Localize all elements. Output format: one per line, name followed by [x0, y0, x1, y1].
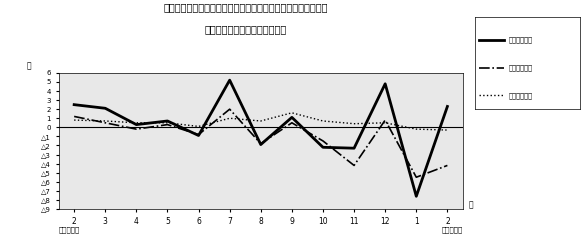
- Text: 第４図　　賞金、労働時間、常用雇用指数対前年同月比の推移: 第４図 賞金、労働時間、常用雇用指数対前年同月比の推移: [164, 2, 328, 12]
- Text: 常用雇用指数: 常用雇用指数: [509, 92, 533, 99]
- Text: 平成２１年: 平成２１年: [442, 227, 463, 233]
- Text: 現金給与総額: 現金給与総額: [509, 37, 533, 43]
- Text: 月: 月: [469, 200, 473, 209]
- Text: 総実労働時間: 総実労働時間: [509, 64, 533, 71]
- Text: 平成２０年: 平成２０年: [59, 227, 80, 233]
- Text: ％: ％: [26, 61, 31, 70]
- Text: （規樯５人以上　調査産業計）: （規樯５人以上 調査産業計）: [205, 24, 287, 34]
